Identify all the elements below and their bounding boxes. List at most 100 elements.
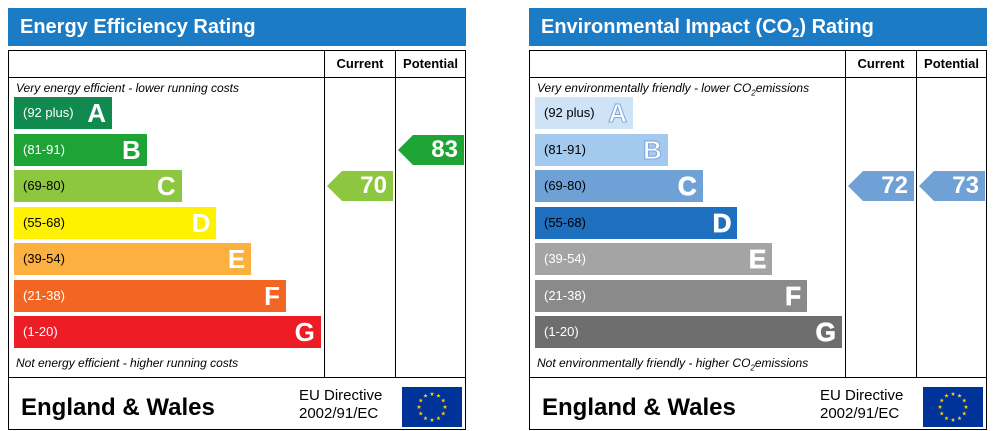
directive-line2: 2002/91/EC bbox=[820, 405, 900, 422]
divider-current bbox=[324, 51, 325, 378]
band-range-label: (55-68) bbox=[544, 214, 586, 230]
flag-star bbox=[950, 417, 956, 422]
band-range-label: (81-91) bbox=[23, 141, 65, 157]
band-letter-label: C bbox=[156, 171, 176, 201]
energy-chart-box: Current Potential Very energy efficient … bbox=[8, 50, 466, 430]
flag-star bbox=[944, 415, 949, 421]
band-letter-label: D bbox=[191, 207, 211, 238]
directive-line1: EU Directive bbox=[820, 387, 904, 404]
bottom-caption-main: Not environmentally friendly - higher CO bbox=[537, 356, 751, 370]
band-range-label: (69-80) bbox=[23, 178, 65, 193]
eu-directive: EU Directive 2002/91/EC bbox=[820, 387, 903, 423]
flag-star bbox=[957, 393, 962, 398]
band-letter-label: A bbox=[608, 98, 628, 129]
band-range-label: (39-54) bbox=[23, 251, 65, 266]
band-letter-label: F bbox=[264, 280, 280, 311]
potential-column-header: Potential bbox=[403, 56, 458, 71]
header-divider bbox=[9, 77, 465, 78]
eu-flag-icon bbox=[923, 387, 983, 427]
current-column-header: Current bbox=[857, 56, 905, 71]
top-caption-sub: 2 bbox=[751, 88, 756, 98]
band-e: (39-54) E bbox=[14, 243, 252, 275]
energy-current-arrow-fill bbox=[327, 171, 393, 201]
band-range-label: (1-20) bbox=[544, 324, 579, 339]
band-letter-label: D bbox=[712, 207, 732, 238]
band-letter-label: C bbox=[677, 171, 697, 202]
region-label: England & Wales bbox=[21, 394, 215, 421]
band-a: (92 plus) A bbox=[14, 97, 112, 129]
band-letter-label: E bbox=[227, 244, 246, 274]
bottom-caption: Not environmentally friendly - higher CO… bbox=[537, 356, 808, 372]
energy-current-arrow-shape bbox=[327, 171, 393, 201]
flag-star bbox=[441, 411, 446, 416]
environment-chart-box: Current Potential Very environmentally f… bbox=[529, 50, 987, 430]
energy-potential-arrow-value: 83 bbox=[431, 135, 458, 163]
flag-star bbox=[423, 393, 428, 398]
band-e: (39-54) E bbox=[535, 243, 773, 275]
flag-star bbox=[423, 415, 428, 421]
band-letter-label: E bbox=[748, 244, 767, 275]
flag-star bbox=[436, 393, 441, 398]
band-letter-label: F bbox=[785, 280, 802, 311]
flag-star bbox=[939, 411, 944, 416]
top-caption-main: Very environmentally friendly - lower CO bbox=[537, 81, 752, 95]
env-current-arrow-value: 72 bbox=[881, 172, 908, 199]
footer-divider bbox=[530, 377, 986, 378]
bottom-caption-sub: 2 bbox=[750, 363, 755, 373]
directive-line2: 2002/91/EC bbox=[299, 405, 379, 422]
env-potential-arrow: 73 bbox=[919, 171, 985, 201]
flag-star bbox=[963, 404, 969, 409]
band-f: (21-38) F bbox=[14, 279, 286, 312]
top-caption-end: emissions bbox=[755, 81, 810, 95]
flag-star bbox=[436, 415, 441, 421]
band-letter-label: A bbox=[87, 98, 106, 128]
band-c: (69-80) C bbox=[14, 170, 182, 202]
flag-star bbox=[939, 398, 944, 403]
current-column-header: Current bbox=[336, 56, 384, 71]
energy-potential-arrow-shape bbox=[398, 134, 464, 165]
flag-star bbox=[429, 417, 435, 422]
band-letter-label: G bbox=[294, 317, 315, 347]
energy-potential-arrow: 83 bbox=[398, 134, 464, 165]
eu-directive: EU Directive 2002/91/EC bbox=[299, 387, 382, 423]
region-label: England & Wales bbox=[542, 394, 736, 421]
band-b: (81-91) B bbox=[535, 133, 668, 166]
band-range-label: (1-20) bbox=[23, 324, 58, 339]
energy-efficiency-panel: Energy Efficiency Rating Current Potenti… bbox=[8, 8, 466, 430]
band-range-label: (21-38) bbox=[23, 287, 65, 303]
band-letter-label: G bbox=[815, 317, 836, 348]
band-g: (1-20) G bbox=[535, 316, 842, 348]
divider-potential bbox=[916, 51, 917, 378]
band-range-label: (69-80) bbox=[544, 178, 586, 193]
bottom-caption: Not energy efficient - higher running co… bbox=[16, 356, 239, 370]
flag-star bbox=[416, 404, 422, 409]
band-a: (92 plus) A bbox=[535, 97, 633, 129]
top-caption: Very energy efficient - lower running co… bbox=[16, 81, 239, 95]
band-b: (81-91) B bbox=[14, 133, 147, 166]
env-title-sub: 2 bbox=[792, 25, 800, 40]
energy-current-arrow: 70 bbox=[327, 171, 393, 201]
band-range-label: (92 plus) bbox=[23, 105, 74, 120]
flag-star bbox=[944, 393, 949, 398]
band-range-label: (55-68) bbox=[23, 214, 65, 230]
header-divider bbox=[530, 77, 986, 78]
band-range-label: (21-38) bbox=[544, 287, 586, 303]
eu-flag-icon bbox=[402, 387, 462, 427]
energy-potential-arrow-fill bbox=[398, 134, 464, 165]
top-caption: Very environmentally friendly - lower CO… bbox=[537, 81, 809, 97]
flag-star bbox=[442, 404, 448, 409]
band-range-label: (92 plus) bbox=[544, 105, 595, 120]
directive-line1: EU Directive bbox=[299, 387, 383, 404]
band-letter-label: B bbox=[122, 134, 141, 165]
flag-star bbox=[441, 398, 446, 403]
potential-column-header: Potential bbox=[924, 56, 979, 71]
divider-potential bbox=[395, 51, 396, 378]
band-d: (55-68) D bbox=[535, 206, 738, 239]
env-potential-arrow-shape bbox=[919, 171, 985, 201]
band-range-label: (81-91) bbox=[544, 141, 586, 157]
footer-divider bbox=[9, 377, 465, 378]
env-current-arrow-fill bbox=[848, 171, 914, 201]
flag-star bbox=[962, 411, 967, 416]
band-g: (1-20) G bbox=[14, 316, 321, 348]
divider-current bbox=[845, 51, 846, 378]
